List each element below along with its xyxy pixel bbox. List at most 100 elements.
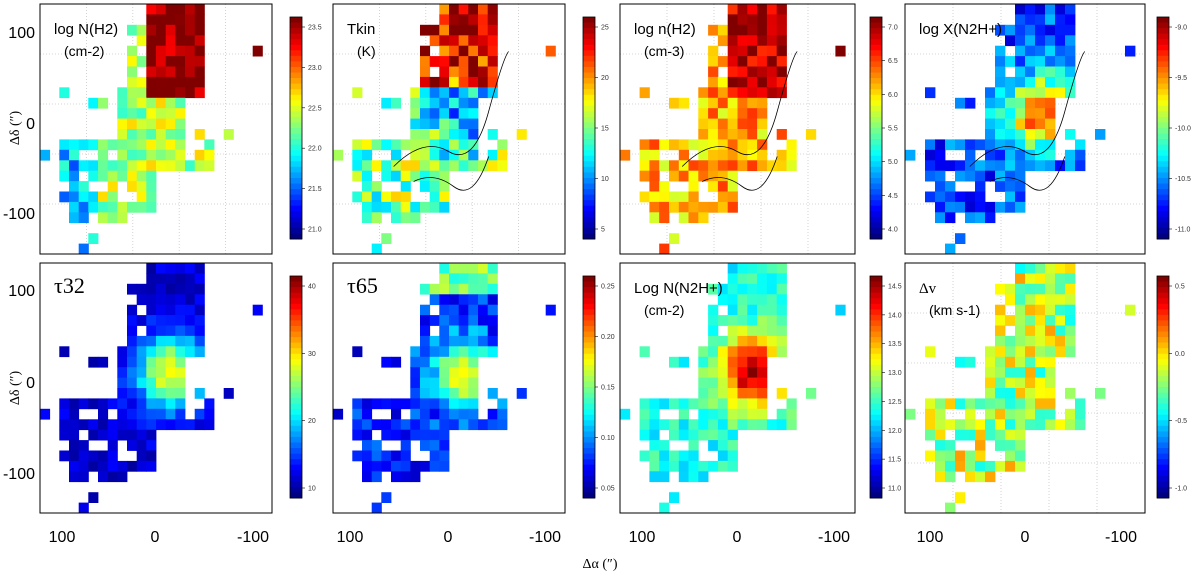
heatmap-cell — [449, 346, 460, 358]
heatmap-cell — [194, 388, 205, 399]
colorbar-segment — [1157, 144, 1169, 151]
heatmap-cell — [185, 45, 196, 57]
heatmap-cell — [1055, 76, 1066, 88]
heatmap-cell — [1035, 66, 1046, 78]
heatmap-cell — [717, 35, 729, 47]
heatmap-cell — [439, 315, 450, 326]
colorbar-segment — [583, 287, 595, 294]
heatmap-cell — [127, 160, 138, 172]
heatmap-cell — [165, 14, 176, 26]
heatmap-cell — [194, 160, 205, 172]
colorbar-segment — [290, 420, 302, 427]
heatmap-cell — [165, 408, 176, 420]
heatmap-cell — [1005, 440, 1016, 451]
colorbar-segment — [1157, 211, 1169, 218]
heatmap-cell — [136, 181, 147, 192]
heatmap-cell — [478, 87, 489, 99]
colorbar-segment — [290, 337, 302, 344]
heatmap-cell — [449, 56, 460, 67]
heatmap-cell — [717, 419, 729, 431]
heatmap-cell — [737, 325, 748, 337]
heatmap-cell — [410, 139, 421, 151]
heatmap-cell — [678, 139, 689, 151]
heatmap-cell — [420, 356, 431, 368]
panel-label: log n(H2) — [634, 21, 696, 38]
heatmap-cell — [136, 356, 147, 368]
heatmap-cell — [127, 118, 138, 130]
heatmap-cell — [410, 129, 421, 140]
colorbar-segment — [870, 420, 882, 427]
heatmap-cell — [175, 24, 186, 36]
heatmap-cell — [420, 283, 431, 295]
heatmap-cell — [136, 377, 147, 389]
heatmap-cell — [439, 66, 450, 78]
heatmap-cell — [449, 129, 460, 140]
heatmap-cell — [669, 429, 680, 441]
colorbar-tick-label: 0.05 — [601, 486, 615, 493]
heatmap-cell — [391, 398, 402, 410]
colorbar-segment — [870, 337, 882, 344]
heatmap-cell — [757, 356, 768, 368]
heatmap-cell — [204, 408, 215, 420]
colorbar-segment — [870, 381, 882, 388]
heatmap-cell — [458, 45, 469, 57]
colorbar-segment — [290, 475, 302, 482]
heatmap-cell — [1125, 304, 1136, 316]
colorbar-segment — [290, 325, 302, 332]
heatmap-cell — [985, 419, 996, 431]
colorbar-segment — [1157, 28, 1169, 35]
heatmap-cell — [995, 304, 1006, 316]
heatmap-cell — [945, 502, 956, 513]
heatmap-cell — [1015, 160, 1026, 172]
heatmap-cell — [985, 87, 996, 99]
heatmap-cell — [1015, 108, 1026, 119]
heatmap-cell — [727, 315, 738, 326]
heatmap-cell — [1015, 4, 1026, 15]
heatmap-cells — [620, 4, 846, 254]
heatmap-cell — [757, 304, 768, 316]
heatmap-cell — [449, 263, 460, 274]
heatmap-cell — [156, 294, 167, 306]
colorbar-segment — [1157, 233, 1169, 240]
heatmap-cell — [352, 450, 363, 462]
heatmap-cell — [362, 181, 373, 192]
heatmap-cell — [747, 149, 758, 161]
heatmap-cell — [458, 315, 469, 326]
heatmap-cell — [757, 149, 768, 161]
heatmap-cell — [391, 97, 402, 109]
heatmap-cell — [698, 367, 709, 378]
heatmap-cell — [136, 191, 147, 203]
colorbar-segment — [870, 375, 882, 382]
y-axis-label-bottom: Δδ (″) — [8, 371, 23, 406]
heatmap-cell — [107, 440, 118, 451]
heatmap-cell — [487, 304, 498, 316]
heatmap-cell — [639, 87, 650, 99]
heatmap-cell — [737, 4, 748, 15]
panel-unit: (K) — [357, 43, 376, 59]
colorbar-segment — [1157, 486, 1169, 493]
heatmap-cell — [69, 460, 80, 472]
heatmap-cell — [678, 398, 689, 410]
colorbar-segment — [1157, 309, 1169, 316]
heatmap-cell — [362, 170, 373, 182]
colorbar-segment — [290, 116, 302, 123]
heatmap-cell — [449, 356, 460, 368]
heatmap-cell — [156, 4, 167, 15]
heatmap-cell — [107, 181, 118, 192]
heatmap-cell — [165, 108, 176, 119]
heatmap-cell — [717, 181, 729, 192]
heatmap-cell — [639, 429, 650, 441]
colorbar-segment — [870, 155, 882, 162]
heatmap-cell — [659, 419, 670, 431]
heatmap-cell — [945, 139, 956, 151]
colorbar-segment — [583, 50, 595, 57]
heatmap-cell — [185, 66, 196, 78]
heatmap-cell — [127, 108, 138, 119]
heatmap-cell — [78, 398, 89, 410]
heatmap-cell — [1065, 273, 1076, 285]
heatmap-cell — [776, 304, 787, 316]
heatmap-cell — [669, 139, 680, 151]
heatmap-cell — [776, 335, 787, 347]
colorbar-segment — [1157, 464, 1169, 471]
heatmap-cell — [194, 346, 205, 358]
